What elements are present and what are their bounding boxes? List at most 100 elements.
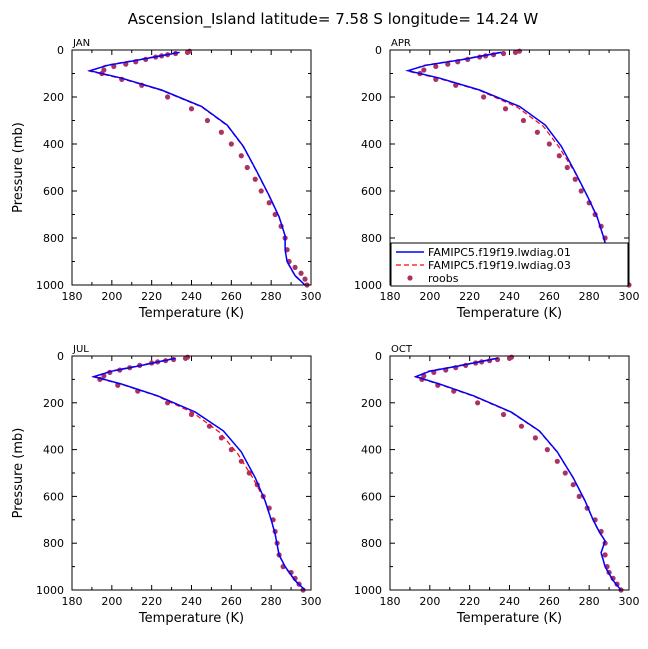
y-tick-label: 1000 <box>354 279 382 292</box>
obs-point <box>252 176 258 182</box>
model1-line <box>87 51 306 286</box>
y-tick-label: 400 <box>43 138 64 151</box>
obs-point <box>165 94 171 100</box>
x-tick-label: 240 <box>181 595 202 608</box>
y-tick-label: 400 <box>361 138 382 151</box>
x-tick-label: 260 <box>221 595 242 608</box>
plot-frame <box>71 49 312 286</box>
plot-frame <box>389 355 630 591</box>
obs-point <box>475 400 481 406</box>
x-tick-label: 220 <box>141 290 162 303</box>
legend-entry-label: roobs <box>428 272 459 285</box>
x-tick-label: 300 <box>301 595 322 608</box>
obs-point <box>292 264 298 270</box>
y-tick-label: 1000 <box>36 584 64 597</box>
x-tick-label: 220 <box>141 595 162 608</box>
obs-point <box>602 552 608 558</box>
y-tick-label: 1000 <box>354 584 382 597</box>
x-axis-label: Temperature (K) <box>138 306 244 321</box>
y-tick-label: 800 <box>43 537 64 550</box>
figure-title: Ascension_Island latitude= 7.58 S longit… <box>128 10 539 29</box>
panel-apr: 180 200 220 240 260 280 300 0 200 400 600 800 1000 AP… <box>354 38 640 321</box>
obs-point <box>512 49 519 55</box>
y-tick-label: 800 <box>361 537 382 550</box>
panel-jul: 180 200 220 240 260 280 300 0 200 400 600 800 1000 JU… <box>11 344 322 626</box>
x-tick-label: 300 <box>619 595 640 608</box>
obs-point <box>258 188 264 194</box>
obs-point <box>206 423 213 429</box>
obs-point <box>502 106 509 112</box>
obs-point <box>570 482 576 488</box>
obs-point <box>302 276 308 282</box>
obs-point <box>578 188 584 194</box>
y-tick-label: 200 <box>43 397 64 410</box>
obs-point <box>532 435 538 441</box>
x-tick-label: 220 <box>459 595 480 608</box>
model2-line <box>91 357 306 591</box>
x-tick-label: 260 <box>539 290 560 303</box>
x-tick-label: 260 <box>221 290 242 303</box>
y-axis-label: Pressure (mb) <box>11 122 26 213</box>
y-tick-label: 0 <box>375 350 382 363</box>
obs-point <box>433 63 439 70</box>
obs-point <box>238 153 244 159</box>
obs-point <box>494 356 501 363</box>
obs-point <box>266 200 272 206</box>
obs-point <box>500 50 507 57</box>
obs-point <box>188 106 195 112</box>
x-axis-label: Temperature (K) <box>456 306 562 321</box>
obs-point <box>546 141 552 147</box>
obs-point <box>554 458 560 464</box>
x-tick-label: 180 <box>380 290 401 303</box>
obs-point <box>481 94 487 100</box>
y-tick-label: 600 <box>361 185 382 198</box>
x-tick-label: 280 <box>579 290 600 303</box>
y-axis-label: Pressure (mb) <box>11 428 26 519</box>
y-tick-label: 200 <box>361 91 382 104</box>
y-tick-label: 800 <box>43 232 64 245</box>
y-tick-label: 400 <box>43 444 64 457</box>
x-tick-label: 220 <box>459 290 480 303</box>
model2-line <box>87 51 306 286</box>
panel-label: JAN <box>72 38 90 49</box>
obs-point <box>272 211 278 218</box>
x-tick-label: 200 <box>101 290 122 303</box>
obs-point <box>520 117 527 124</box>
x-axis-label: Temperature (K) <box>456 611 562 626</box>
x-tick-label: 240 <box>181 290 202 303</box>
y-tick-label: 0 <box>57 44 64 57</box>
panel-oct: 180 200 220 240 260 280 300 0 200 400 600 800 1000 OC… <box>354 344 640 626</box>
obs-point <box>556 153 562 159</box>
obs-point <box>544 447 550 453</box>
panel-label: APR <box>391 38 411 49</box>
obs-point <box>534 129 540 135</box>
obs-point <box>184 49 191 55</box>
obs-point <box>562 470 568 476</box>
obs-point <box>572 176 578 182</box>
y-tick-label: 600 <box>43 185 64 198</box>
obs-point <box>421 67 427 73</box>
legend-swatch-obs <box>407 275 413 281</box>
legend: FAMIPC5.f19f19.lwdiag.01FAMIPC5.f19f19.l… <box>390 242 629 287</box>
x-tick-label: 200 <box>419 595 440 608</box>
obs-point <box>564 164 570 171</box>
x-tick-label: 280 <box>261 290 282 303</box>
obs-point <box>576 493 582 499</box>
y-tick-label: 200 <box>43 91 64 104</box>
legend-entry-label: FAMIPC5.f19f19.lwdiag.03 <box>428 259 571 272</box>
x-tick-label: 180 <box>380 595 401 608</box>
obs-point <box>182 355 189 361</box>
obs-point <box>204 117 211 124</box>
y-tick-label: 800 <box>361 232 382 245</box>
panel-label: OCT <box>391 344 413 355</box>
y-tick-label: 0 <box>375 44 382 57</box>
model1-line <box>413 357 622 591</box>
panel-label: JUL <box>72 344 89 355</box>
x-tick-label: 280 <box>261 595 282 608</box>
y-tick-label: 600 <box>361 490 382 503</box>
obs-point <box>228 141 234 147</box>
x-tick-label: 240 <box>499 290 520 303</box>
obs-point <box>298 270 304 276</box>
legend-entry-label: FAMIPC5.f19f19.lwdiag.01 <box>428 246 571 259</box>
